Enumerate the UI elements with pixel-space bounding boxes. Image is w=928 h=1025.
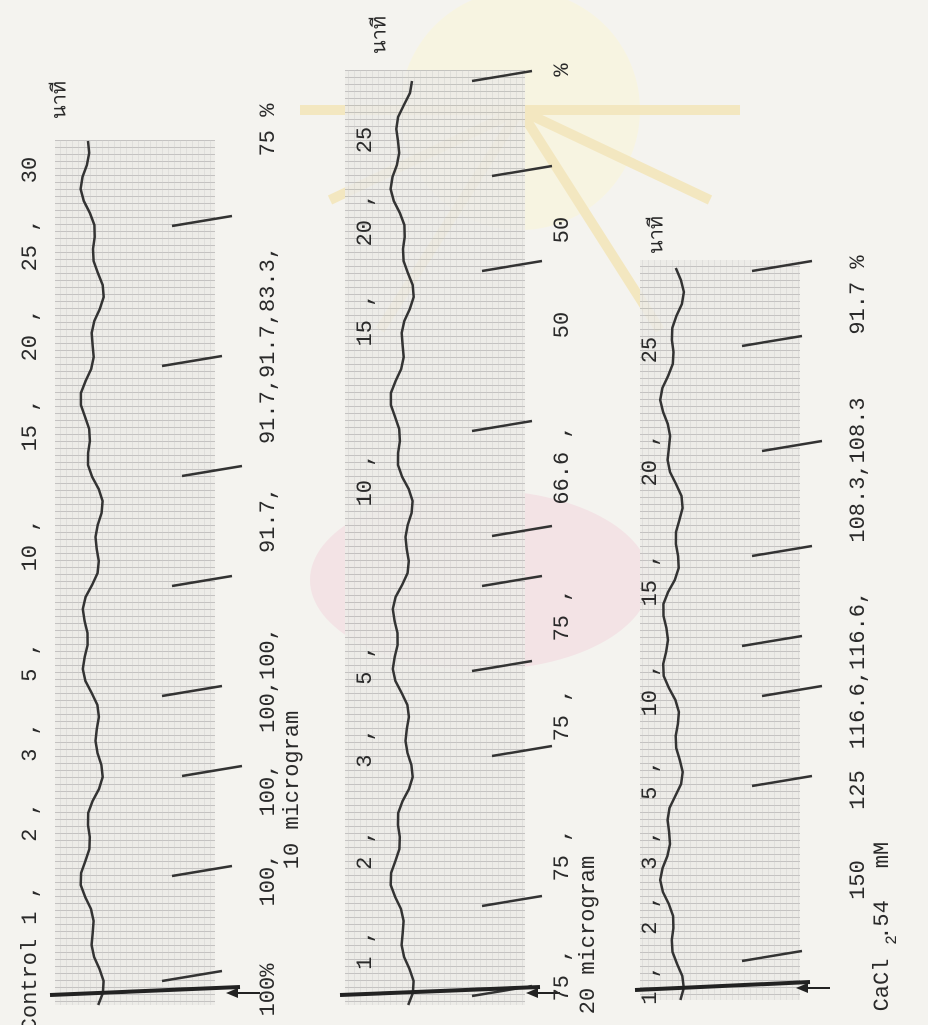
time-label: 10 ,: [353, 454, 378, 507]
time-label: 1 ,: [353, 930, 378, 970]
response-label: 100%: [256, 963, 281, 1017]
time-label: 1 ,: [18, 885, 43, 925]
response-label: 50: [550, 217, 575, 243]
time-label: 25: [638, 337, 663, 363]
time-label: 10 ,: [18, 519, 43, 572]
response-label: 75 ,: [550, 589, 575, 642]
time-label: 2 ,: [18, 802, 43, 842]
response-label: 75 ,: [550, 829, 575, 882]
chart-paper: [55, 140, 215, 1005]
response-label: 50: [550, 312, 575, 338]
response-label: %: [550, 63, 575, 77]
response-label: 116.6,116.6,: [846, 591, 871, 749]
time-label: 2 ,: [353, 830, 378, 870]
time-label: 5 ,: [638, 760, 663, 800]
time-label: 20 ,: [18, 309, 43, 362]
dose-label: 10 microgram: [280, 711, 305, 869]
time-label: 30: [18, 157, 43, 183]
response-label: 100,100,: [256, 627, 281, 733]
time-unit: นาที: [367, 16, 391, 54]
time-label: 10 ,: [638, 664, 663, 717]
time-label: 15 ,: [353, 294, 378, 347]
response-label: 66.6 ,: [550, 425, 575, 504]
response-label: 75 ,: [550, 689, 575, 742]
time-unit: นาที: [644, 216, 668, 254]
arrow-head: [526, 988, 538, 998]
dose-label: .54: [870, 900, 895, 940]
response-label: 108.3,108.3: [846, 397, 871, 542]
time-label: 20 ,: [353, 194, 378, 247]
time-unit: นาที: [47, 81, 71, 119]
scan-page: Control 1 , 2 , 3 , 5 , 10 , 15 , 20 , 25 , 30 นาท…: [0, 0, 928, 1025]
response-label: 91.7,: [256, 487, 281, 553]
chart-paper: [640, 260, 800, 1000]
response-label: 91.7 %: [846, 255, 871, 335]
recordings: [50, 70, 830, 1005]
time-label: 25: [353, 127, 378, 153]
dose-label: mM: [870, 842, 895, 868]
response-label: 75 %: [256, 103, 281, 157]
response-label: 100,: [256, 764, 281, 817]
time-label: 1 ,: [638, 965, 663, 1005]
time-label: 15 ,: [18, 399, 43, 452]
time-label: Control: [18, 939, 43, 1025]
time-label: 3 ,: [18, 722, 43, 762]
time-label: 5 ,: [353, 645, 378, 685]
response-label: 91.7,91.7,83.3,: [256, 246, 281, 444]
dose-label: CaCl: [870, 959, 895, 1012]
response-label: 75 ,: [550, 949, 575, 1002]
response-label: 150: [846, 860, 871, 900]
response-label: 125: [846, 770, 871, 810]
time-label: 5 ,: [18, 642, 43, 682]
time-label: 3 ,: [353, 728, 378, 768]
time-label: 20 ,: [638, 434, 663, 487]
time-label: 15 ,: [638, 554, 663, 607]
dose-label: 20 microgram: [576, 856, 601, 1014]
time-label: 25 ,: [18, 219, 43, 272]
response-label: 100,: [256, 854, 281, 907]
time-label: 3 ,: [638, 830, 663, 870]
time-label: 2 ,: [638, 895, 663, 935]
